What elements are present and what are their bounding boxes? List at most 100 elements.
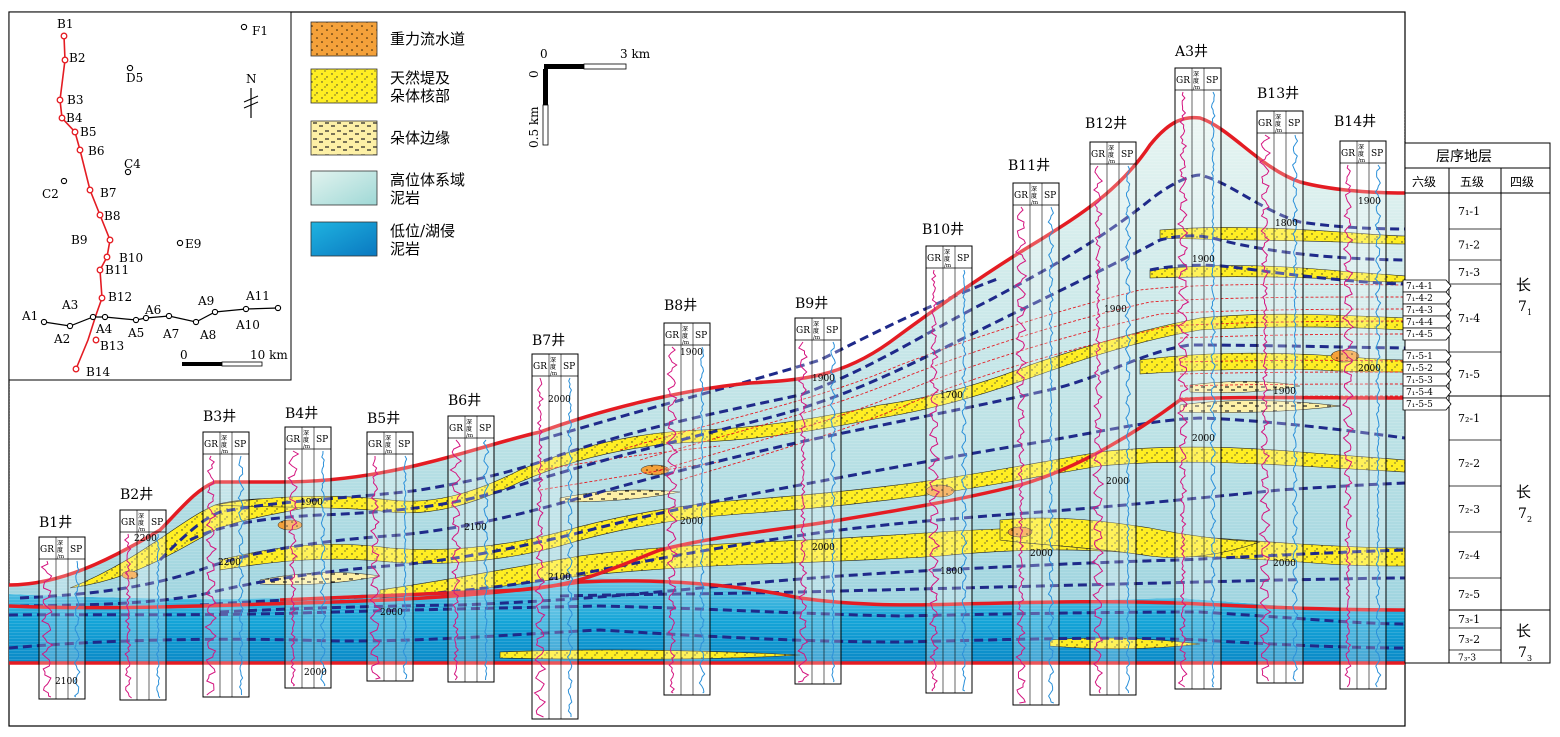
map-well-label-D5: D5 bbox=[126, 71, 143, 85]
fifth-order-label: 7₃-3 bbox=[1458, 654, 1476, 664]
map-well-label-B13: B13 bbox=[100, 339, 124, 353]
well-column bbox=[663, 322, 711, 696]
map-well-E9 bbox=[176, 239, 184, 247]
log-header-depth-unit: /m bbox=[466, 433, 474, 439]
log-header-depth: 深 bbox=[944, 248, 950, 256]
well-name: B11井 bbox=[1008, 158, 1050, 174]
map-well-A9 bbox=[211, 308, 219, 316]
log-header-gr: GR bbox=[286, 435, 300, 445]
gr-curve bbox=[665, 346, 679, 694]
log-header-depth-2: 度 bbox=[385, 441, 391, 449]
well-depth-label: 1900 bbox=[680, 348, 703, 358]
well-column bbox=[531, 353, 579, 720]
well-depth-label: 1900 bbox=[300, 498, 323, 508]
sixth-order-tab bbox=[1402, 349, 1452, 363]
log-header-depth-2: 度 bbox=[1031, 192, 1037, 200]
gr-curve bbox=[1091, 165, 1105, 694]
map-well-label-C4: C4 bbox=[124, 157, 141, 171]
map-well-C4 bbox=[124, 168, 132, 176]
map-well-label-B11: B11 bbox=[105, 263, 129, 277]
legend-swatch-highstand_mudstone bbox=[310, 170, 378, 206]
map-well-label-B14: B14 bbox=[86, 365, 110, 379]
sixth-order-label: 7₁-5-5 bbox=[1406, 400, 1433, 410]
well-depth-label: 2200 bbox=[218, 558, 241, 568]
sixth-order-tab bbox=[1402, 327, 1452, 341]
map-well-B7 bbox=[86, 186, 94, 194]
well-name: B4井 bbox=[285, 406, 318, 422]
log-header-depth-2: 度 bbox=[1193, 77, 1199, 85]
map-well-label-A4: A4 bbox=[95, 322, 113, 336]
well-depth-label: 1900 bbox=[1358, 197, 1381, 207]
well-name: B10井 bbox=[922, 222, 964, 238]
log-header-depth-2: 度 bbox=[944, 255, 950, 263]
log-header-sp: SP bbox=[151, 518, 163, 528]
fourth-order-label: 长 bbox=[1516, 276, 1531, 294]
log-header-gr: GR bbox=[665, 331, 679, 341]
well-depth-label: 2000 bbox=[1192, 434, 1215, 444]
log-header-depth-unit: /m bbox=[682, 340, 690, 346]
sp-curve bbox=[1047, 206, 1055, 704]
sp-curve bbox=[1374, 164, 1382, 688]
map-well-B12 bbox=[98, 294, 106, 302]
map-well-A7 bbox=[165, 312, 173, 320]
well-depth-label: 2100 bbox=[464, 523, 487, 533]
legend-label-lowstand_mudstone-0: 低位/湖侵 bbox=[390, 222, 455, 240]
map-well-F1 bbox=[240, 23, 248, 31]
well-depth-label: 1900 bbox=[1273, 387, 1296, 397]
lobe-margins bbox=[259, 381, 1341, 585]
log-header-depth: 深 bbox=[138, 512, 144, 520]
log-header-depth-unit: /m bbox=[303, 444, 311, 450]
log-header-depth-unit: /m bbox=[57, 554, 65, 560]
log-header-gr: GR bbox=[40, 545, 54, 555]
sp-curve bbox=[960, 269, 968, 692]
scale-v-start: 0 bbox=[527, 70, 541, 78]
log-header-sp: SP bbox=[70, 545, 82, 555]
map-well-C2 bbox=[60, 177, 68, 185]
log-header-depth: 深 bbox=[550, 356, 556, 364]
log-header-depth-2: 度 bbox=[138, 519, 144, 527]
gr-curve bbox=[1258, 134, 1272, 682]
map-well-label-A1: A1 bbox=[21, 309, 38, 323]
map-well-label-A7: A7 bbox=[162, 327, 179, 341]
well-depth-label: 1900 bbox=[1104, 305, 1127, 315]
well-depth-label: 1800 bbox=[940, 567, 963, 577]
log-header-sp: SP bbox=[1288, 119, 1300, 129]
map-well-B1 bbox=[60, 32, 68, 40]
map-well-A1 bbox=[40, 318, 48, 326]
log-header-sp: SP bbox=[234, 440, 246, 450]
map-well-label-A2: A2 bbox=[53, 332, 70, 346]
map-well-D5 bbox=[126, 64, 134, 72]
legend-swatch-lowstand_mudstone bbox=[310, 221, 378, 257]
map-well-label-B3: B3 bbox=[67, 93, 83, 107]
sp-curve bbox=[319, 450, 327, 687]
sixth-order-label: 7₁-4-3 bbox=[1406, 306, 1433, 316]
map-well-label-B12: B12 bbox=[108, 290, 132, 304]
log-header-gr: GR bbox=[368, 440, 382, 450]
log-header-depth: 深 bbox=[682, 325, 688, 333]
strat-table-title: 层序地层 bbox=[1436, 149, 1492, 165]
log-header-gr: GR bbox=[927, 254, 941, 264]
log-header-depth-2: 度 bbox=[813, 327, 819, 335]
log-header-depth: 深 bbox=[303, 429, 309, 437]
map-well-A2 bbox=[66, 322, 74, 330]
sixth-order-label: 7₁-4-1 bbox=[1406, 282, 1433, 292]
log-header-depth-unit: /m bbox=[813, 335, 821, 341]
log-header-depth: 深 bbox=[813, 320, 819, 328]
sp-curve bbox=[566, 377, 574, 717]
sixth-order-label: 7₁-5-2 bbox=[1406, 364, 1433, 374]
log-header-depth-unit: /m bbox=[550, 371, 558, 377]
map-scale-start: 0 bbox=[180, 348, 188, 362]
log-header-depth-unit: /m bbox=[944, 263, 952, 269]
log-header-depth-unit: /m bbox=[1031, 200, 1039, 206]
sp-curve bbox=[1291, 134, 1299, 682]
log-header-depth-unit: /m bbox=[1358, 158, 1366, 164]
well-depth-label: 2100 bbox=[548, 573, 571, 583]
map-well-B2 bbox=[61, 56, 69, 64]
sixth-order-label: 7₁-5-3 bbox=[1406, 376, 1433, 386]
